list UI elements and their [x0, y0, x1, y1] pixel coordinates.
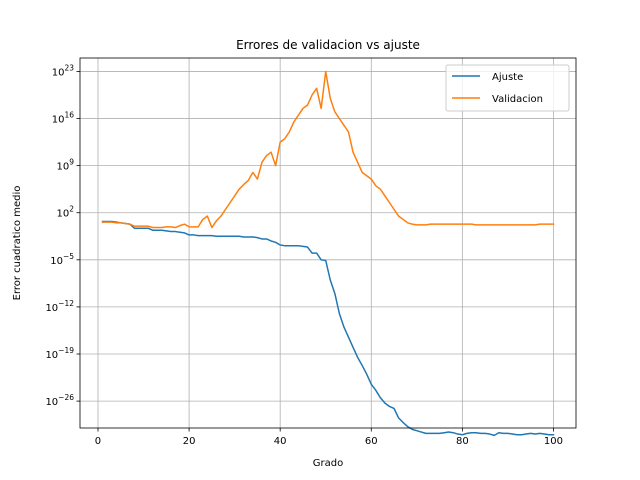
y-tick-label: 10−5: [50, 252, 74, 267]
chart-title: Errores de validacion vs ajuste: [236, 38, 420, 52]
series-layer: [101, 70, 555, 437]
x-axis-label: Grado: [313, 458, 343, 469]
x-tick-label: 40: [274, 436, 287, 447]
x-tick-label: 100: [544, 436, 563, 447]
x-tick-label: 0: [95, 436, 101, 447]
legend: Ajuste Validacion: [445, 64, 570, 112]
x-axis: 0 20 40 60 80 100: [95, 428, 563, 447]
y-tick-label: 1016: [52, 111, 75, 126]
y-tick-label: 1023: [52, 63, 75, 78]
y-tick-label: 109: [56, 158, 74, 173]
y-axis: 1023 1016 109 102 10−5 10−12 10−19 10−26: [45, 63, 80, 408]
legend-label-validacion: Validacion: [492, 94, 543, 105]
plot-area-frame: [79, 57, 577, 429]
y-axis-label: Error cuadratico medio: [12, 186, 23, 301]
y-tick-label: 10−26: [45, 393, 74, 408]
legend-label-ajuste: Ajuste: [492, 72, 523, 83]
x-tick-label: 60: [365, 436, 378, 447]
y-tick-label: 102: [56, 205, 74, 220]
y-tick-label: 10−19: [45, 346, 74, 361]
x-tick-label: 80: [456, 436, 469, 447]
y-tick-label: 10−12: [45, 299, 74, 314]
series-line-validacion: [101, 70, 555, 229]
x-tick-label: 20: [183, 436, 196, 447]
grid-lines: [80, 58, 576, 428]
series-line-ajuste: [101, 220, 555, 437]
